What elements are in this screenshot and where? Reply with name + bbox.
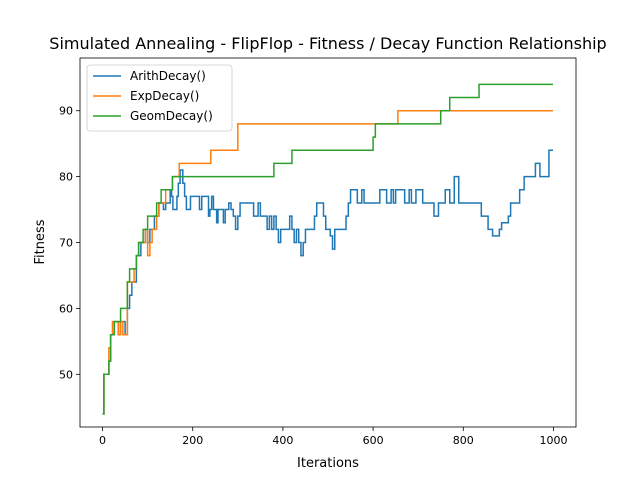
- y-tick-label: 80: [59, 171, 73, 184]
- series-line-1: [102, 109, 553, 415]
- x-axis-ticks: 0 200 400 600 800 1000: [99, 427, 567, 447]
- y-axis-label: Fitness: [33, 219, 48, 264]
- x-tick-label: 400: [272, 434, 293, 447]
- y-tick-label: 50: [59, 368, 73, 381]
- legend: ArithDecay() ExpDecay() GeomDecay(): [86, 64, 233, 132]
- chart-title: Simulated Annealing - FlipFlop - Fitness…: [49, 34, 606, 53]
- series-line-2: [102, 83, 553, 415]
- y-tick-label: 60: [59, 302, 73, 315]
- legend-label: GeomDecay(): [130, 109, 213, 123]
- x-tick-label: 600: [363, 434, 384, 447]
- x-tick-label: 800: [453, 434, 474, 447]
- y-tick-label: 70: [59, 237, 73, 250]
- y-axis-ticks: 50 60 70 80 90: [59, 105, 80, 381]
- legend-label: ArithDecay(): [130, 69, 206, 83]
- x-tick-label: 0: [99, 434, 106, 447]
- legend-box: [86, 64, 233, 132]
- x-axis-label: Iterations: [297, 456, 359, 471]
- series-layer: [102, 83, 553, 415]
- x-tick-label: 200: [182, 434, 203, 447]
- x-tick-label: 1000: [539, 434, 567, 447]
- y-tick-label: 90: [59, 105, 73, 118]
- legend-label: ExpDecay(): [130, 89, 199, 103]
